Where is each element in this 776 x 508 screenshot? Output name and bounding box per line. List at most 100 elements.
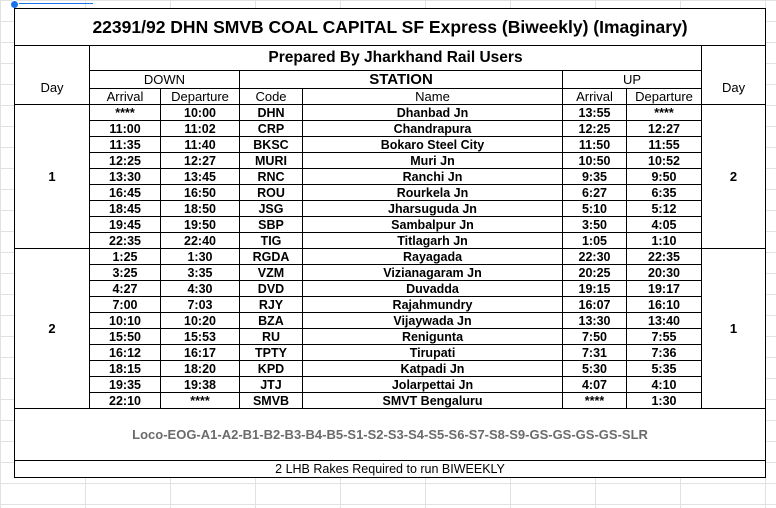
station-name-cell[interactable]: Jharsuguda Jn [302, 200, 563, 217]
down-departure-cell[interactable]: 7:03 [160, 296, 240, 313]
station-code-cell[interactable]: JSG [239, 200, 303, 217]
station-name-cell[interactable]: Vizianagaram Jn [302, 264, 563, 281]
station-name-cell[interactable]: Muri Jn [302, 152, 563, 169]
up-arrival-cell[interactable]: **** [562, 392, 627, 409]
station-name-cell[interactable]: Jolarpettai Jn [302, 376, 563, 393]
up-day-cell[interactable]: 2 [700, 104, 767, 249]
station-code-cell[interactable]: VZM [239, 264, 303, 281]
down-arrival-cell[interactable]: 19:45 [89, 216, 161, 233]
down-departure-cell[interactable]: 16:17 [160, 344, 240, 361]
up-arrival-cell[interactable]: 13:30 [562, 312, 627, 329]
down-departure-cell[interactable]: 1:30 [160, 248, 240, 265]
down-departure-cell[interactable]: 19:50 [160, 216, 240, 233]
loco-composition[interactable]: Loco-EOG-A1-A2-B1-B2-B3-B4-B5-S1-S2-S3-S… [13, 408, 767, 461]
up-arrival-cell[interactable]: 5:10 [562, 200, 627, 217]
down-departure-cell[interactable]: 10:20 [160, 312, 240, 329]
down-departure-cell[interactable]: 12:27 [160, 152, 240, 169]
up-arrival-cell[interactable]: 9:35 [562, 168, 627, 185]
blank-cell[interactable] [14, 45, 90, 71]
down-departure-cell[interactable]: 11:02 [160, 120, 240, 137]
up-departure-cell[interactable]: 5:35 [626, 360, 702, 377]
station-code-cell[interactable]: MURI [239, 152, 303, 169]
down-arrival-cell[interactable]: **** [89, 104, 161, 121]
up-arrival-cell[interactable]: 5:30 [562, 360, 627, 377]
station-code-cell[interactable]: TIG [239, 232, 303, 249]
up-departure-cell[interactable]: 19:17 [626, 280, 702, 297]
station-name-cell[interactable]: Ranchi Jn [302, 168, 563, 185]
station-name-cell[interactable]: Titlagarh Jn [302, 232, 563, 249]
up-arrival-cell[interactable]: 7:50 [562, 328, 627, 345]
down-departure-cell[interactable]: 15:53 [160, 328, 240, 345]
day-header-up[interactable]: Day [700, 70, 767, 105]
down-header[interactable]: DOWN [89, 70, 240, 89]
down-departure-cell[interactable]: 18:50 [160, 200, 240, 217]
up-arrival-cell[interactable]: 3:50 [562, 216, 627, 233]
down-day-cell[interactable]: 1 [14, 104, 90, 249]
day-header-down[interactable]: Day [14, 70, 90, 105]
station-name-cell[interactable]: Vijaywada Jn [302, 312, 563, 329]
station-code-cell[interactable]: DVD [239, 280, 303, 297]
up-arrival-cell[interactable]: 1:05 [562, 232, 627, 249]
down-arrival-cell[interactable]: 11:00 [89, 120, 161, 137]
down-departure-cell[interactable]: 18:20 [160, 360, 240, 377]
station-name-cell[interactable]: Bokaro Steel City [302, 136, 563, 153]
station-code-cell[interactable]: BZA [239, 312, 303, 329]
station-code-cell[interactable]: SMVB [239, 392, 303, 409]
up-departure-cell[interactable]: 12:27 [626, 120, 702, 137]
down-departure-cell[interactable]: 3:35 [160, 264, 240, 281]
down-departure-cell[interactable]: 13:45 [160, 168, 240, 185]
station-code-cell[interactable]: RGDA [239, 248, 303, 265]
up-departure-cell[interactable]: 1:30 [626, 392, 702, 409]
down-departure-header[interactable]: Departure [160, 88, 240, 105]
station-name-cell[interactable]: Chandrapura [302, 120, 563, 137]
up-arrival-cell[interactable]: 4:07 [562, 376, 627, 393]
station-code-cell[interactable]: JTJ [239, 376, 303, 393]
up-departure-cell[interactable]: 10:52 [626, 152, 702, 169]
station-code-cell[interactable]: DHN [239, 104, 303, 121]
down-arrival-cell[interactable]: 16:12 [89, 344, 161, 361]
up-departure-cell[interactable]: 7:36 [626, 344, 702, 361]
prepared-by[interactable]: Prepared By Jharkhand Rail Users [89, 45, 702, 71]
up-arrival-cell[interactable]: 13:55 [562, 104, 627, 121]
down-arrival-cell[interactable]: 18:45 [89, 200, 161, 217]
up-arrival-cell[interactable]: 20:25 [562, 264, 627, 281]
down-arrival-cell[interactable]: 10:10 [89, 312, 161, 329]
station-code-cell[interactable]: KPD [239, 360, 303, 377]
down-departure-cell[interactable]: 10:00 [160, 104, 240, 121]
down-arrival-cell[interactable]: 7:00 [89, 296, 161, 313]
up-departure-header[interactable]: Departure [626, 88, 702, 105]
down-arrival-cell[interactable]: 18:15 [89, 360, 161, 377]
down-arrival-cell[interactable]: 4:27 [89, 280, 161, 297]
up-departure-cell[interactable]: 16:10 [626, 296, 702, 313]
up-arrival-header[interactable]: Arrival [562, 88, 627, 105]
station-name-cell[interactable]: Sambalpur Jn [302, 216, 563, 233]
up-arrival-cell[interactable]: 12:25 [562, 120, 627, 137]
down-arrival-cell[interactable]: 11:35 [89, 136, 161, 153]
station-header[interactable]: STATION [239, 70, 563, 89]
code-header[interactable]: Code [239, 88, 303, 105]
up-arrival-cell[interactable]: 16:07 [562, 296, 627, 313]
up-departure-cell[interactable]: 9:50 [626, 168, 702, 185]
down-departure-cell[interactable]: **** [160, 392, 240, 409]
station-name-cell[interactable]: Tirupati [302, 344, 563, 361]
station-code-cell[interactable]: RNC [239, 168, 303, 185]
down-departure-cell[interactable]: 16:50 [160, 184, 240, 201]
station-name-cell[interactable]: Rourkela Jn [302, 184, 563, 201]
down-day-cell[interactable]: 2 [14, 248, 90, 409]
down-arrival-cell[interactable]: 12:25 [89, 152, 161, 169]
up-departure-cell[interactable]: 20:30 [626, 264, 702, 281]
station-code-cell[interactable]: RU [239, 328, 303, 345]
up-departure-cell[interactable]: 6:35 [626, 184, 702, 201]
down-arrival-cell[interactable]: 22:10 [89, 392, 161, 409]
down-arrival-cell[interactable]: 22:35 [89, 232, 161, 249]
up-arrival-cell[interactable]: 22:30 [562, 248, 627, 265]
up-departure-cell[interactable]: 22:35 [626, 248, 702, 265]
station-code-cell[interactable]: RJY [239, 296, 303, 313]
up-departure-cell[interactable]: 11:55 [626, 136, 702, 153]
station-name-cell[interactable]: Duvadda [302, 280, 563, 297]
station-code-cell[interactable]: BKSC [239, 136, 303, 153]
up-arrival-cell[interactable]: 6:27 [562, 184, 627, 201]
up-arrival-cell[interactable]: 7:31 [562, 344, 627, 361]
station-name-cell[interactable]: Rajahmundry [302, 296, 563, 313]
down-arrival-cell[interactable]: 15:50 [89, 328, 161, 345]
